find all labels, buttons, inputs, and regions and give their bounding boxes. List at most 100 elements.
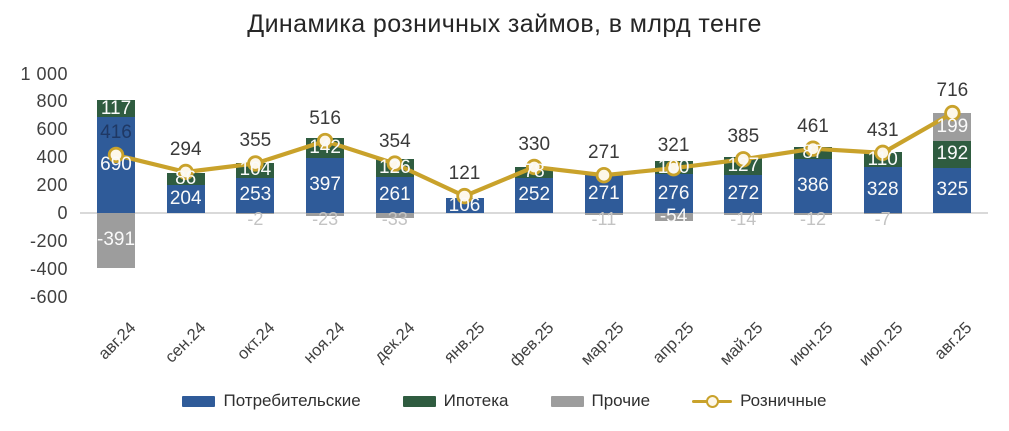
- bar-segment-other: [794, 213, 832, 215]
- bar-segment-mortgage: [933, 140, 972, 168]
- line-value-label: 321: [657, 135, 690, 157]
- bar-label-mortgage: 86: [175, 167, 197, 189]
- bar-segment-consumer: [166, 184, 205, 213]
- y-axis-label: 0: [57, 203, 68, 223]
- bar-segment-consumer: [933, 167, 972, 213]
- bar-segment-consumer: [97, 116, 135, 213]
- line-marker: [316, 132, 334, 150]
- bar-label-mortgage: 192: [936, 143, 969, 165]
- bar-segment-other: [724, 213, 763, 215]
- line-value-label: 716: [936, 80, 969, 102]
- line-value-label: 354: [378, 130, 411, 152]
- bar-label-mortgage: 127: [727, 155, 760, 177]
- legend-swatch-mortgage: [402, 395, 436, 407]
- line-value-label: 271: [588, 142, 620, 164]
- legend-label-other: Прочие: [591, 391, 651, 410]
- bar-label-consumer: 690: [100, 153, 132, 175]
- bar-label-mortgage: 126: [378, 156, 411, 178]
- bar-label-other: -2: [247, 209, 264, 229]
- line-marker: [735, 151, 752, 168]
- bar-segment-consumer: [654, 174, 693, 213]
- bar-segment-consumer: [794, 159, 832, 213]
- line-value-label: 431: [866, 119, 899, 141]
- bar-label-mortgage: 110: [867, 148, 898, 170]
- legend-item-other: Прочие: [550, 391, 651, 411]
- y-axis-label: -200: [29, 230, 68, 251]
- y-axis-label: 800: [36, 91, 68, 112]
- bar-segment-consumer: [445, 198, 484, 213]
- bar-segment-other: [584, 213, 623, 215]
- bar-segment-consumer: [724, 175, 763, 213]
- y-axis-label: 200: [36, 175, 68, 196]
- bar-segment-other: [97, 213, 135, 268]
- line-value-label: 294: [169, 138, 202, 160]
- bar-label-mortgage: 142: [309, 136, 341, 158]
- bar-segment-consumer: [863, 167, 902, 213]
- bar-label-other: -33: [381, 209, 408, 229]
- legend-line-dot: [706, 395, 720, 408]
- y-axis-label: 600: [36, 119, 68, 140]
- legend-item-consumer: Потребительские: [182, 391, 361, 411]
- y-axis-label: 400: [36, 147, 68, 168]
- line-marker: [526, 158, 543, 176]
- bar-label-consumer: 204: [169, 187, 202, 209]
- line-marker: [944, 104, 961, 122]
- line-marker: [595, 166, 613, 184]
- line-marker: [456, 187, 473, 205]
- bar-label-mortgage: 100: [657, 156, 690, 178]
- bar-segment-consumer: [236, 177, 275, 213]
- y-axis-label: 1 000: [20, 63, 68, 84]
- line-value-label: 416: [100, 121, 132, 143]
- bar-segment-other: [375, 213, 414, 218]
- line-value-label: 461: [797, 115, 829, 137]
- bar-segment-consumer: [375, 176, 414, 213]
- bar-label-other: -54: [659, 205, 688, 227]
- bar-segment-other: [863, 213, 902, 214]
- line-marker: [386, 155, 404, 172]
- bar-segment-other: [236, 213, 275, 214]
- bar-label-consumer: 386: [797, 175, 829, 197]
- bar-label-mortgage: 104: [239, 159, 272, 181]
- line-value-label: 355: [239, 130, 272, 152]
- line-marker: [247, 155, 264, 172]
- legend-label-mortgage: Ипотека: [443, 391, 509, 410]
- bar-label-mortgage: 78: [523, 161, 545, 183]
- bar-label-other: -23: [312, 209, 339, 229]
- bar-label-consumer: 325: [936, 179, 969, 201]
- legend: Потребительские Ипотека Прочие Розничные: [0, 391, 1009, 411]
- legend-swatch-other: [550, 395, 584, 407]
- bar-label-other: -391: [97, 229, 136, 251]
- bar-label-consumer: 253: [239, 184, 272, 206]
- legend-line-marker-icon: [692, 394, 733, 408]
- legend-item-retail: Розничные: [692, 391, 827, 411]
- line-marker: [874, 144, 891, 162]
- bar-segment-other: [306, 213, 345, 217]
- bar-label-other: -14: [730, 209, 757, 229]
- bar-label-consumer: 261: [378, 183, 411, 205]
- line-marker: [107, 146, 125, 164]
- legend-label-retail: Розничные: [740, 391, 827, 410]
- bar-label-mortgage: 87: [802, 142, 824, 164]
- bar-label-consumer: 252: [518, 184, 551, 206]
- bar-segment-mortgage: [97, 100, 135, 117]
- chart-title: Динамика розничных займов, в млрд тенге: [247, 10, 762, 38]
- y-axis-label: -400: [29, 258, 68, 279]
- bar-label-consumer: 106: [448, 194, 481, 216]
- legend-label-consumer: Потребительские: [223, 391, 361, 410]
- line-value-label: 385: [727, 126, 760, 148]
- bar-label-consumer: 276: [657, 182, 690, 204]
- bar-label-consumer: 397: [309, 174, 341, 196]
- bar-label-other: -7: [874, 209, 891, 229]
- bar-label-other: 199: [936, 115, 969, 137]
- line-value-label: 121: [448, 163, 481, 185]
- legend-swatch-consumer: [182, 395, 216, 407]
- bar-segment-consumer: [515, 177, 554, 213]
- bar-segment-other: [654, 213, 693, 221]
- bar-label-consumer: 328: [866, 179, 899, 201]
- line-value-label: 516: [309, 108, 341, 130]
- bar-segment-consumer: [306, 157, 345, 213]
- bar-label-mortgage: 117: [100, 97, 132, 119]
- legend-item-mortgage: Ипотека: [402, 391, 509, 411]
- bar-label-consumer: 272: [727, 183, 760, 205]
